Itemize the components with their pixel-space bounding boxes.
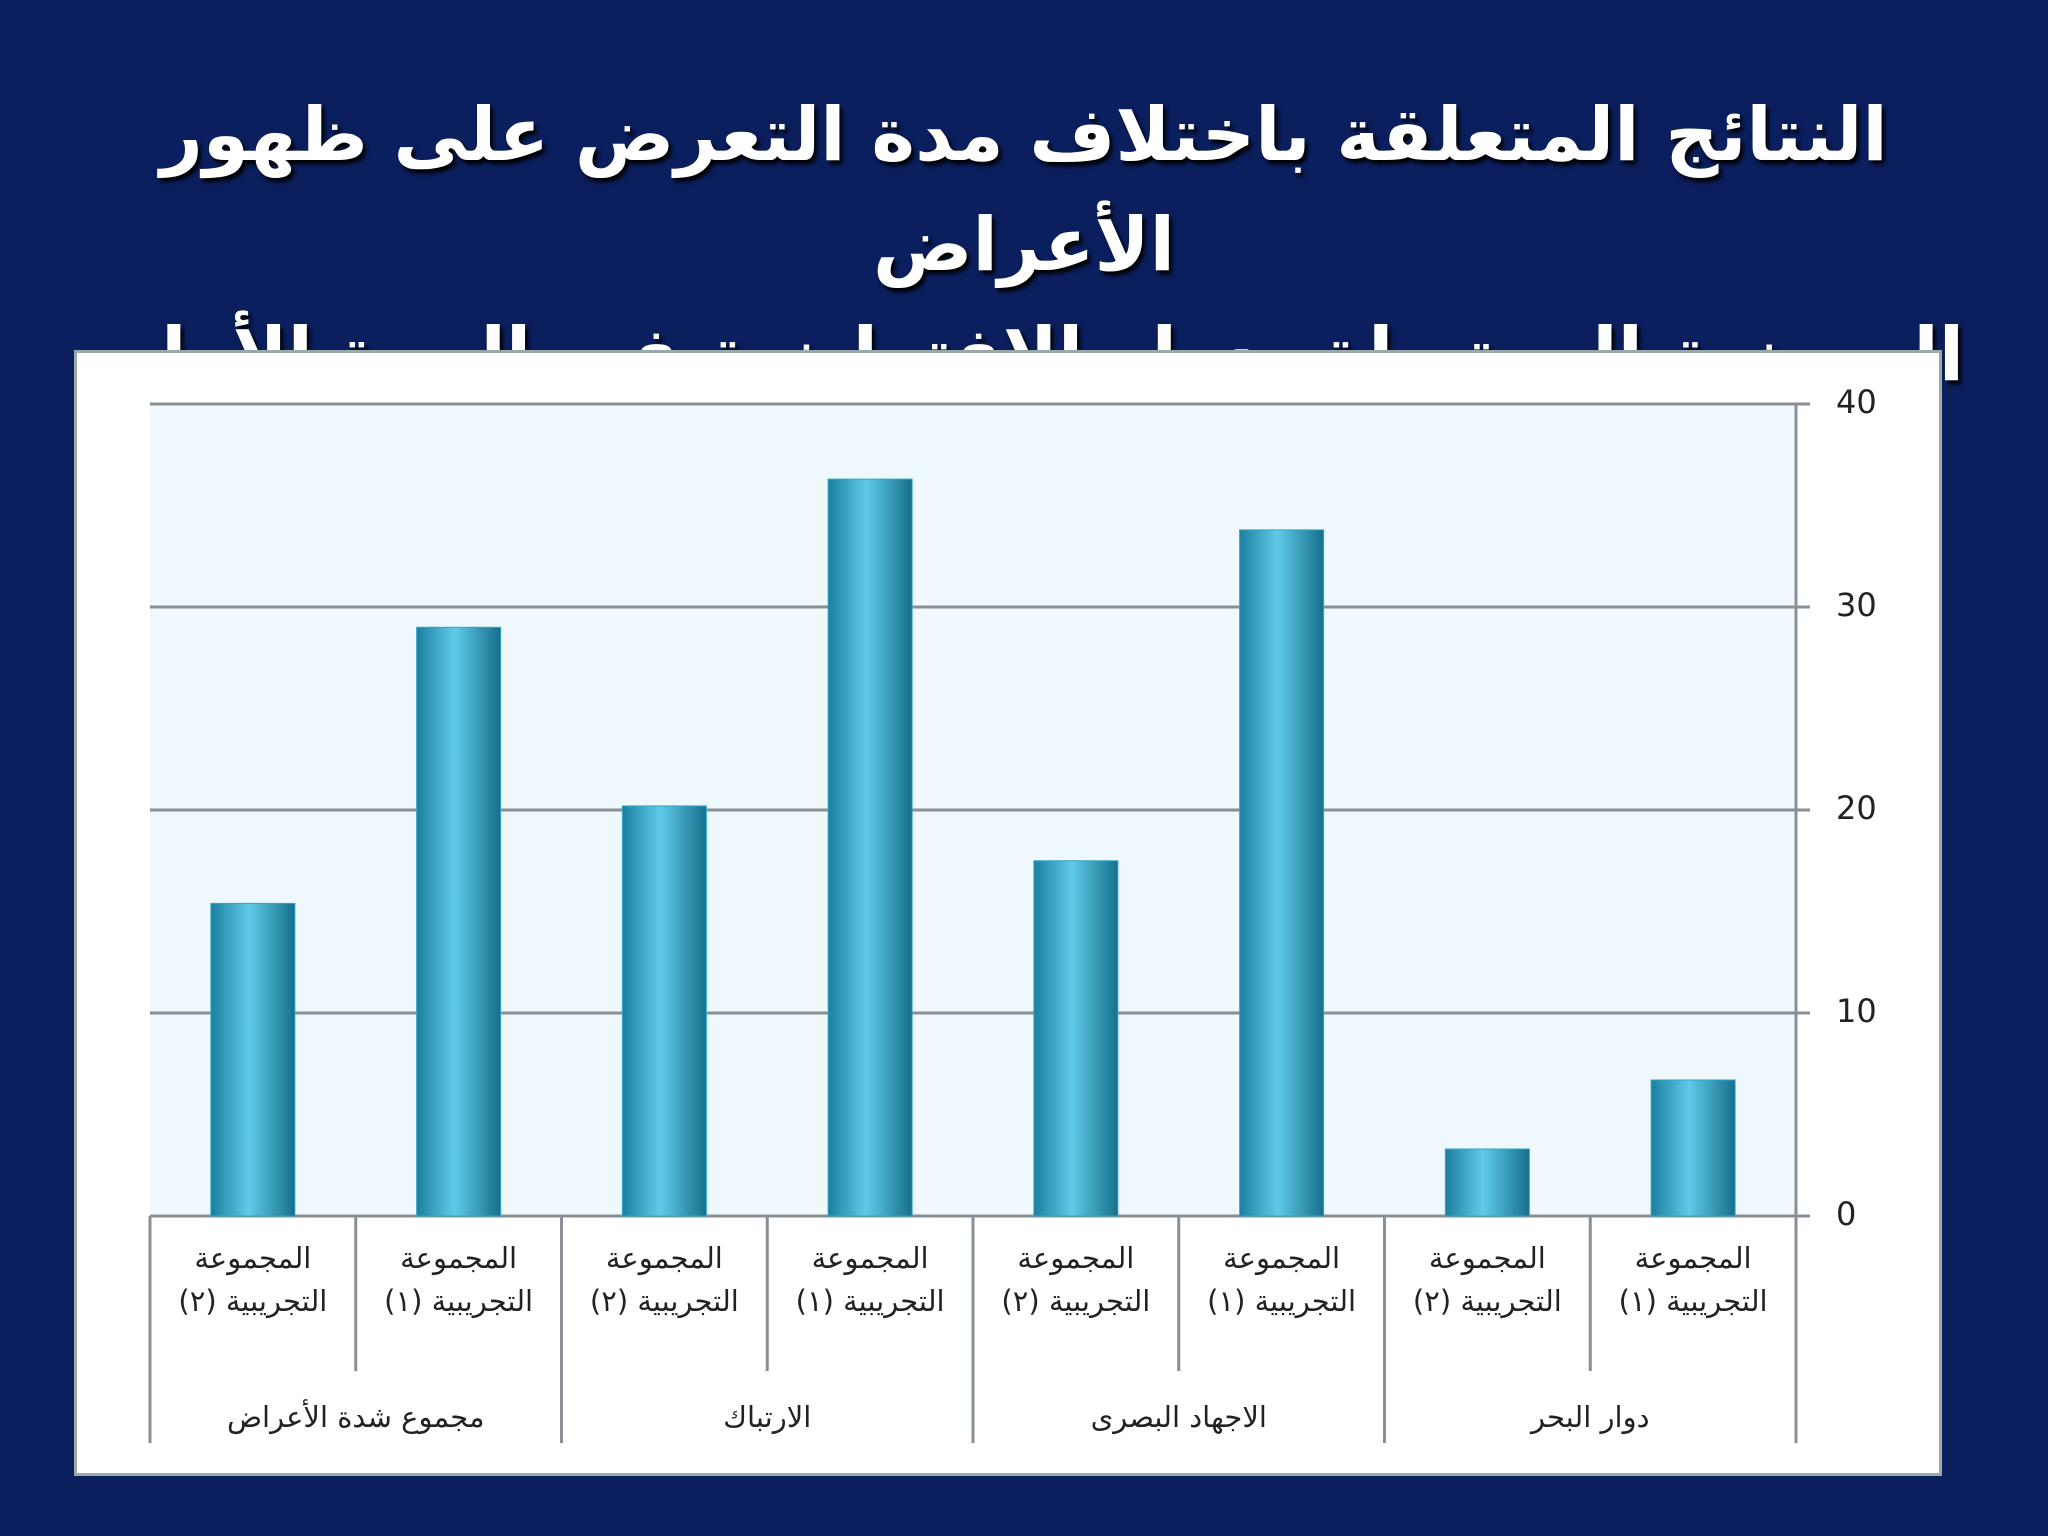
group-label: دوار البحر — [1530, 1400, 1650, 1434]
x-tick-label: المجموعة التجريبية (١) — [1618, 1241, 1768, 1318]
y-tick-label: 30 — [1836, 586, 1877, 624]
x-tick-label: المجموعة التجريبية (١) — [384, 1241, 534, 1318]
bar — [1239, 529, 1325, 1217]
x-tick-label: المجموعة التجريبية (٢) — [1412, 1241, 1562, 1318]
bar — [210, 902, 296, 1217]
y-tick-label: 40 — [1836, 383, 1877, 421]
x-tick-label: المجموعة التجريبية (٢) — [589, 1241, 739, 1318]
y-tick-label: 0 — [1836, 1195, 1856, 1233]
group-label: مجموع شدة الأعراض — [227, 1400, 485, 1434]
bar — [1033, 860, 1119, 1217]
group-label: الاجهاد البصرى — [1090, 1400, 1267, 1434]
x-tick-label: المجموعة التجريبية (١) — [1207, 1241, 1357, 1318]
y-tick-label: 20 — [1836, 789, 1877, 827]
bar — [416, 626, 502, 1217]
bar — [1650, 1079, 1736, 1217]
bar — [827, 478, 913, 1217]
y-tick-label: 10 — [1836, 992, 1877, 1030]
group-label: الارتباك — [723, 1400, 812, 1434]
title-line: النتائج المتعلقة باختلاف مدة التعرض على … — [160, 92, 1888, 288]
x-tick-label: المجموعة التجريبية (٢) — [178, 1241, 328, 1318]
bar — [1444, 1148, 1530, 1217]
x-tick-label: المجموعة التجريبية (١) — [795, 1241, 945, 1318]
bar — [621, 805, 707, 1217]
x-tick-label: المجموعة التجريبية (٢) — [1001, 1241, 1151, 1318]
